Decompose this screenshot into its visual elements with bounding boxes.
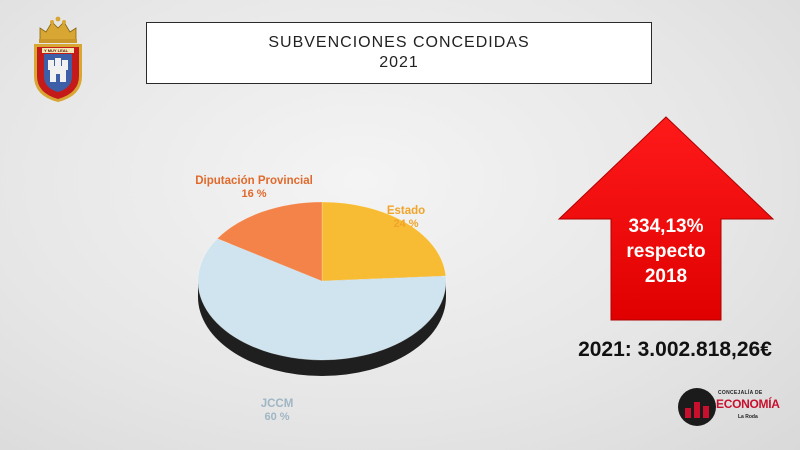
crest-ribbon-text: Y MUY LEAL [44,48,69,53]
growth-respecto: respecto [626,241,706,262]
pie-value-label-estado: 24 % [393,218,418,230]
growth-percentage: 334,13% [628,216,704,237]
pie-label-estado: Estado [387,205,425,217]
logo-small-text: CONCEJALÍA DE [718,390,763,396]
pie-label-jccm: JCCM [261,398,294,410]
logo-main-text: ECONOMÍA [716,397,780,411]
growth-text: 334,13% respecto 2018 [611,214,721,289]
pie-value-label-jccm: 60 % [264,411,289,423]
logo-sub-text: La Roda [738,414,758,420]
coat-of-arms-icon [34,16,82,102]
pie-value-label-diputacion-provincial: 16 % [241,188,266,200]
page-subtitle-year: 2021 [379,54,419,71]
growth-reference-year: 2018 [644,266,688,287]
pie-slice-estado [321,201,447,282]
pie-slice-jccm [197,238,447,361]
page-title: SUBVENCIONES CONCEDIDAS [268,34,530,51]
up-arrow-icon [557,116,775,321]
economia-logo: CONCEJALÍA DE ECONOMÍA La Roda [678,386,780,428]
logo-badge-icon [678,388,716,426]
total-amount: 2021: 3.002.818,26€ [578,338,772,361]
pie-label-diputacion-provincial: Diputación Provincial [195,175,313,187]
pie-slice-diputacion-provincial [216,201,323,282]
title-box: SUBVENCIONES CONCEDIDAS 2021 [146,22,652,84]
